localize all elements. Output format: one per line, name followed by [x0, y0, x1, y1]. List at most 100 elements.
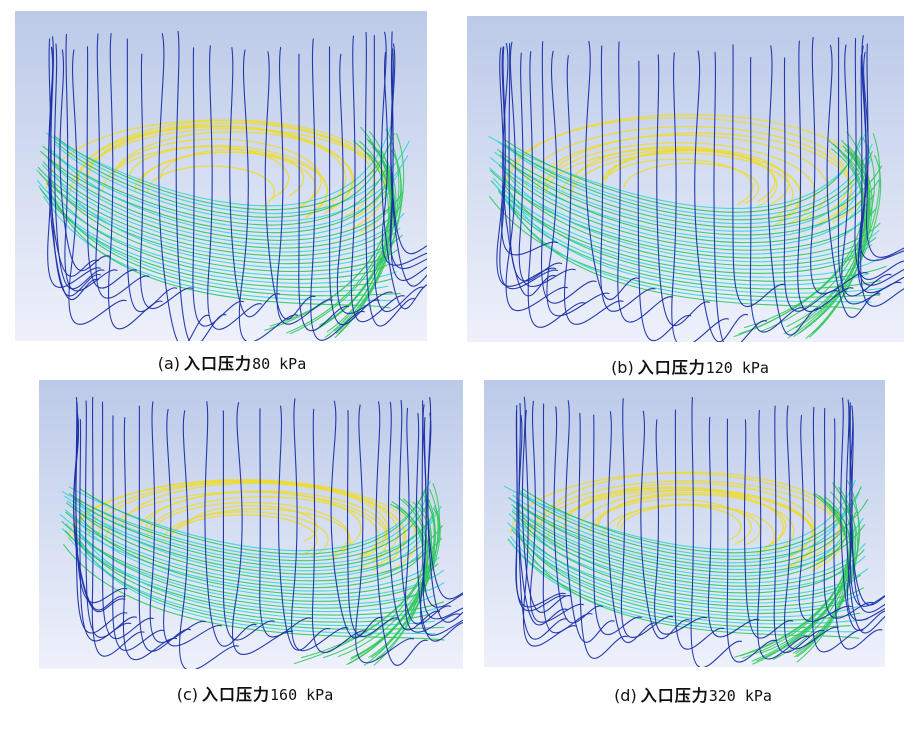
curtain-streamline — [738, 137, 875, 335]
curtain-streamline — [809, 153, 870, 338]
streamline-figure-a — [15, 11, 427, 341]
inlet-streamline — [390, 48, 427, 255]
sweep-streamline — [61, 491, 430, 558]
inlet-streamline — [277, 405, 331, 651]
inlet-streamline — [851, 416, 885, 613]
inlet-streamline — [126, 38, 178, 313]
curtain-streamline — [322, 503, 424, 659]
inlet-streamline — [496, 47, 557, 287]
inlet-streamline — [427, 412, 463, 600]
swirl-streamline — [590, 493, 795, 554]
inlet-streamline — [122, 417, 178, 661]
caption-a: (a) 入口压力80 kPa — [132, 353, 332, 375]
sweep-streamline — [515, 531, 858, 618]
sweep-streamline — [497, 141, 873, 217]
inlet-streamline — [773, 405, 825, 654]
inlet-streamline — [841, 44, 902, 305]
swirl-streamline — [111, 138, 322, 207]
inlet-streamline — [336, 53, 393, 315]
caption-c-label: (c) — [176, 685, 199, 704]
inlet-streamline — [859, 51, 904, 262]
inlet-streamline — [163, 408, 222, 647]
inlet-streamline — [522, 409, 577, 647]
curtain-streamline — [792, 493, 850, 654]
swirl-streamline — [128, 145, 290, 199]
inlet-streamline — [373, 35, 425, 313]
inlet-streamline — [713, 51, 768, 342]
swirl-streamline — [159, 148, 305, 197]
inlet-streamline — [518, 414, 568, 626]
sweep-streamline — [42, 161, 402, 249]
inlet-streamline — [91, 396, 145, 657]
sweep-streamline — [54, 174, 395, 268]
sweep-streamline — [46, 182, 389, 280]
swirl-streamline — [150, 501, 350, 557]
inlet-streamline — [59, 49, 111, 271]
inlet-streamline — [654, 419, 707, 635]
inlet-streamline — [222, 410, 275, 641]
inlet-streamline — [527, 51, 586, 328]
sweep-streamline — [45, 125, 392, 207]
sweep-streamline — [513, 506, 847, 580]
curtain-streamline — [743, 151, 870, 329]
sweep-streamline — [40, 151, 391, 234]
sweep-streamline — [38, 185, 398, 284]
inlet-streamline — [95, 33, 150, 299]
inlet-streamline — [175, 30, 227, 341]
inlet-streamline — [811, 406, 864, 653]
sweep-streamline — [512, 494, 849, 564]
swirl-streamline — [576, 489, 813, 559]
inlet-streamline — [330, 400, 383, 639]
sweep-streamline — [497, 188, 870, 286]
inlet-streamline — [499, 46, 559, 290]
curtain-streamline — [741, 495, 849, 659]
inlet-streamline — [784, 405, 839, 650]
inlet-streamline — [364, 31, 416, 327]
inlet-streamline — [529, 400, 584, 623]
sweep-streamline — [37, 166, 400, 257]
streamline-plot-c — [39, 380, 463, 669]
swirl-streamline — [168, 508, 351, 559]
inlet-streamline — [112, 415, 165, 651]
inlet-streamline — [707, 416, 760, 638]
sweep-streamline — [522, 543, 860, 639]
sweep-streamline — [42, 145, 389, 226]
inlet-streamline — [798, 415, 852, 622]
inlet-streamline — [857, 35, 904, 286]
inlet-streamline — [726, 418, 777, 663]
inlet-streamline — [656, 54, 710, 327]
sweep-streamline — [61, 527, 435, 613]
inlet-streamline — [375, 401, 428, 666]
swirl-streamline — [98, 481, 399, 565]
streamline-figure-c — [39, 380, 463, 669]
inlet-streamline — [783, 57, 838, 312]
sweep-streamline — [63, 544, 445, 641]
inlet-streamline — [50, 36, 101, 297]
swirl-streamline — [73, 479, 407, 572]
swirl-streamline — [532, 486, 817, 569]
inlet-streamline — [149, 401, 206, 644]
inlet-streamline — [833, 418, 883, 650]
caption-d-pressure: 320 kPa — [708, 687, 772, 705]
inlet-streamline — [585, 40, 640, 301]
caption-c: (c) 入口压力160 kPa — [150, 684, 360, 706]
sweep-streamline — [499, 154, 880, 236]
inlet-streamline — [229, 47, 281, 318]
inlet-streamline — [346, 409, 399, 637]
swirl-streamline — [600, 158, 754, 205]
curtain-streamline — [734, 487, 854, 658]
inlet-streamline — [732, 44, 786, 308]
inlet-streamline — [749, 57, 804, 333]
inlet-streamline — [178, 410, 239, 669]
curtain-streamline — [350, 490, 436, 660]
inlet-streamline — [502, 42, 557, 297]
streamline-figure-d — [484, 380, 885, 667]
caption-a-label: (a) — [157, 354, 181, 373]
sweep-streamline — [488, 129, 868, 209]
sweep-streamline — [54, 140, 388, 218]
sweep-streamline — [64, 509, 429, 585]
sweep-streamline — [517, 501, 866, 574]
sweep-streamline — [515, 524, 865, 608]
inlet-streamline — [390, 43, 427, 287]
caption-b-label: (b) — [611, 358, 634, 377]
